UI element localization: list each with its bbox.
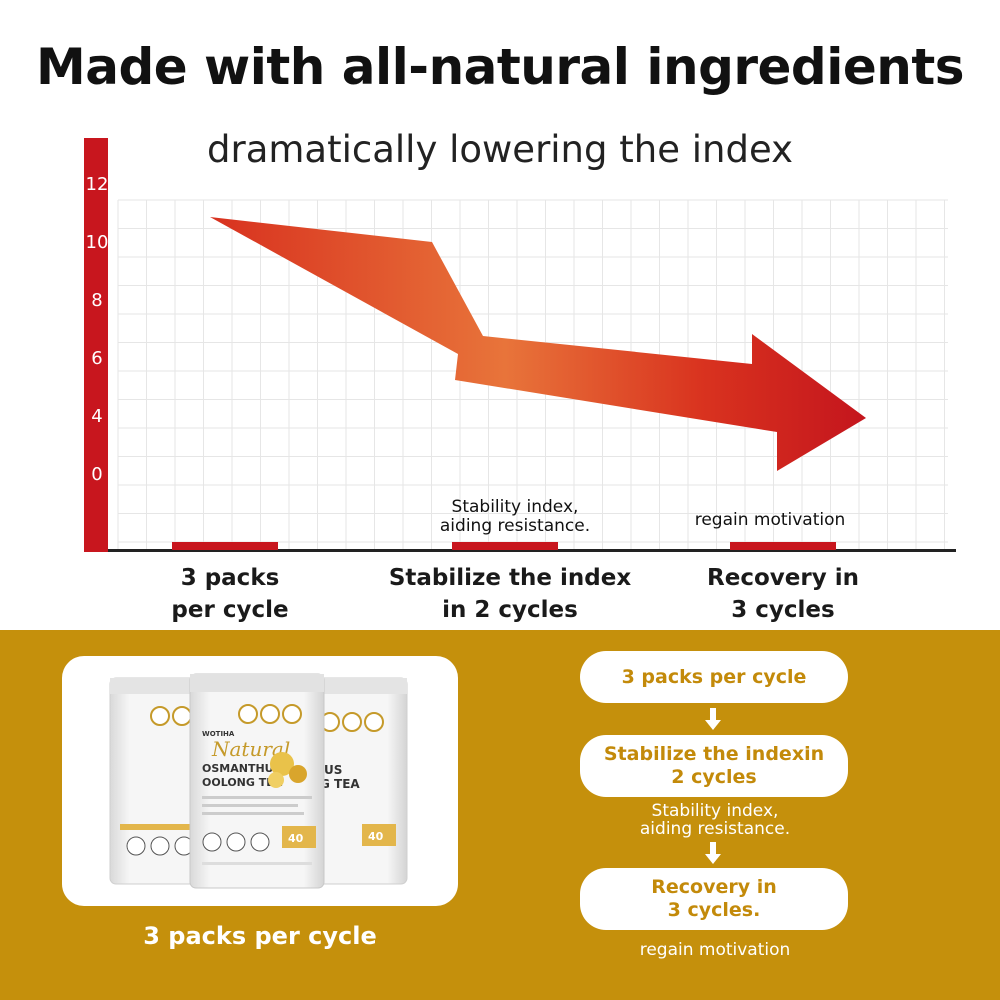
- y-tick-label: 10: [86, 232, 109, 253]
- step-note-line: regain motivation: [639, 940, 791, 960]
- product-caption: 3 packs per cycle: [143, 922, 377, 950]
- step-pill-2: Stabilize the indexin 2 cycles: [580, 735, 848, 797]
- chart-annotation-motivation: regain motivation: [660, 511, 880, 530]
- stage-marker: [452, 542, 558, 550]
- badge-icon: [250, 832, 270, 852]
- y-tick-label: 8: [91, 290, 102, 311]
- page-title: Made with all-natural ingredients: [35, 38, 965, 96]
- y-axis-ticks: 12 10 8 6 4 0: [86, 174, 109, 485]
- stage-label-line: per cycle: [171, 597, 289, 623]
- down-arrow-icon: [705, 708, 721, 730]
- annotation-line: regain motivation: [694, 510, 846, 530]
- pack-name-fragment: G TEA: [320, 777, 360, 791]
- down-arrow-icon: [705, 842, 721, 864]
- step-pill-line: 3 packs per cycle: [621, 665, 807, 688]
- trend-arrow: [210, 217, 866, 471]
- product-image-card: US G TEA 40 WOTIHA Natural OSMANTHUS OOL…: [62, 656, 458, 906]
- y-axis-bar: [84, 138, 108, 552]
- annotation-line: aiding resistance.: [439, 516, 591, 536]
- step-pill-1: 3 packs per cycle: [580, 651, 848, 703]
- x-axis-line: [108, 549, 956, 552]
- pack-brand: WOTIHA: [202, 730, 235, 738]
- step-pill-line: Stabilize the indexin: [603, 743, 825, 765]
- step-note-stability: Stability index, aiding resistance.: [600, 802, 830, 838]
- pack-name-line: OOLONG TEA: [202, 776, 283, 789]
- step-note-line: Stability index,: [651, 801, 779, 821]
- stage-label-3: Recovery in 3 cycles: [683, 562, 883, 626]
- stomach-icon: [238, 704, 258, 724]
- stage-markers: [172, 542, 836, 550]
- step-pill-line: 3 cycles.: [667, 899, 761, 921]
- heart-icon: [282, 704, 302, 724]
- step-pill-line: 2 cycles: [671, 766, 757, 788]
- stage-label-2: Stabilize the index in 2 cycles: [370, 562, 650, 626]
- step-note-line: aiding resistance.: [639, 819, 791, 839]
- y-tick-label: 0: [91, 464, 102, 485]
- page-subtitle: dramatically lowering the index: [207, 128, 793, 171]
- pack-count: 40: [368, 830, 384, 843]
- stage-label-line: in 2 cycles: [442, 597, 578, 623]
- tea-packs-image: US G TEA 40 WOTIHA Natural OSMANTHUS OOL…: [109, 673, 408, 889]
- badge-icon: [226, 832, 246, 852]
- stage-marker: [730, 542, 836, 550]
- stage-label-line: Recovery in: [707, 565, 859, 591]
- intestine-icon: [260, 704, 280, 724]
- step-pill-line: Recovery in: [651, 876, 777, 898]
- stage-label-line: 3 packs: [180, 565, 280, 591]
- tea-pack-center: WOTIHA Natural OSMANTHUS OOLONG TEA 40: [189, 673, 325, 889]
- step-note-motivation: regain motivation: [600, 941, 830, 959]
- pack-name-line: OSMANTHUS: [202, 762, 282, 775]
- chart-annotation-stability: Stability index, aiding resistance.: [395, 498, 635, 536]
- annotation-line: Stability index,: [451, 497, 579, 517]
- stomach-icon: [150, 706, 170, 726]
- index-chart: 12 10 8 6 4 0: [84, 138, 956, 552]
- y-tick-label: 12: [86, 174, 109, 195]
- person-icon: [364, 712, 384, 732]
- stage-label-line: 3 cycles: [731, 597, 835, 623]
- osmanthus-flower-icon: [270, 752, 294, 776]
- y-tick-label: 6: [91, 348, 102, 369]
- intestine-icon: [172, 706, 192, 726]
- step-pill-3: Recovery in 3 cycles.: [580, 868, 848, 930]
- pack-count: 40: [288, 832, 304, 845]
- heart-icon: [342, 712, 362, 732]
- badge-icon: [202, 832, 222, 852]
- stage-label-1: 3 packs per cycle: [130, 562, 330, 626]
- pack-name-fragment: US: [324, 763, 342, 777]
- stage-label-line: Stabilize the index: [388, 565, 632, 591]
- y-tick-label: 4: [91, 406, 102, 427]
- stage-marker: [172, 542, 278, 550]
